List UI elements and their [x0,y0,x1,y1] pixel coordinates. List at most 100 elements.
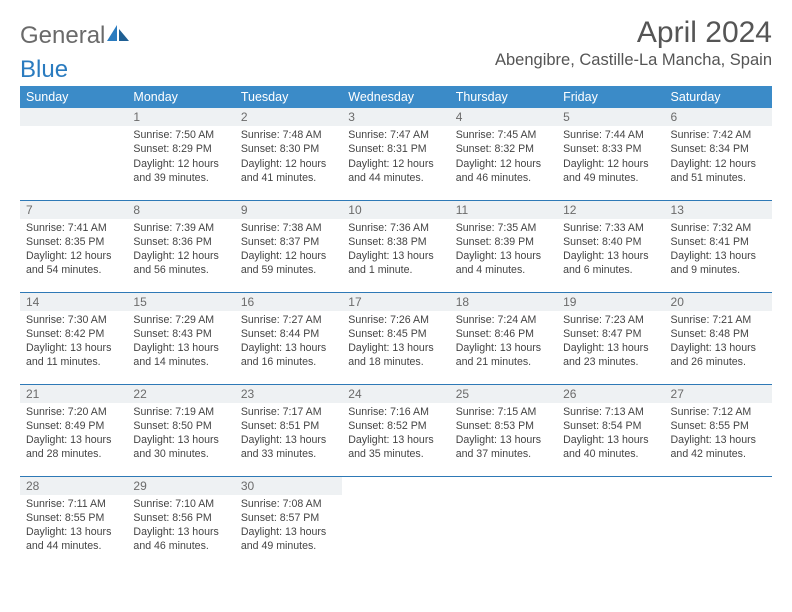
day-details: Sunrise: 7:19 AMSunset: 8:50 PMDaylight:… [127,403,234,468]
calendar-cell: 3Sunrise: 7:47 AMSunset: 8:31 PMDaylight… [342,108,449,200]
calendar-cell: 27Sunrise: 7:12 AMSunset: 8:55 PMDayligh… [665,384,772,476]
calendar-cell: 26Sunrise: 7:13 AMSunset: 8:54 PMDayligh… [557,384,664,476]
calendar-row: 1Sunrise: 7:50 AMSunset: 8:29 PMDaylight… [20,108,772,200]
day-number: 18 [450,293,557,311]
day-details: Sunrise: 7:42 AMSunset: 8:34 PMDaylight:… [665,126,772,191]
calendar-cell: 11Sunrise: 7:35 AMSunset: 8:39 PMDayligh… [450,200,557,292]
day-number: 1 [127,108,234,126]
day-number: 6 [665,108,772,126]
month-title: April 2024 [495,16,772,49]
sunset-line: Sunset: 8:34 PM [671,142,766,156]
calendar-cell: 14 Sunrise: 7:30 AMSunset: 8:42 PMDayligh… [20,292,127,384]
daylight-line: Daylight: 13 hours and 18 minutes. [348,341,443,370]
daylight-line: Daylight: 13 hours and 21 minutes. [456,341,551,370]
sunset-line: Sunset: 8:55 PM [26,511,121,525]
day-number: 12 [557,201,664,219]
day-details: Sunrise: 7:50 AMSunset: 8:29 PMDaylight:… [127,126,234,191]
day-number: 14 [20,293,127,311]
daylight-line: Daylight: 12 hours and 59 minutes. [241,249,336,278]
sunrise-line: Sunrise: 7:12 AM [671,405,766,419]
day-details: Sunrise: 7:13 AMSunset: 8:54 PMDaylight:… [557,403,664,468]
sunrise-line: Sunrise: 7:45 AM [456,128,551,142]
day-details: Sunrise: 7:24 AMSunset: 8:46 PMDaylight:… [450,311,557,376]
calendar-cell: 20Sunrise: 7:21 AMSunset: 8:48 PMDayligh… [665,292,772,384]
day-number: 26 [557,385,664,403]
calendar-row: 28Sunrise: 7:11 AMSunset: 8:55 PMDayligh… [20,476,772,568]
sunset-line: Sunset: 8:51 PM [241,419,336,433]
sunset-line: Sunset: 8:32 PM [456,142,551,156]
sunset-line: Sunset: 8:47 PM [563,327,658,341]
sunset-line: Sunset: 8:42 PM [26,327,121,341]
calendar-cell: 2Sunrise: 7:48 AMSunset: 8:30 PMDaylight… [235,108,342,200]
logo-text-2: Blue [20,56,772,84]
calendar-cell [20,108,127,200]
calendar-cell: 24Sunrise: 7:16 AMSunset: 8:52 PMDayligh… [342,384,449,476]
sunset-line: Sunset: 8:37 PM [241,235,336,249]
weekday-header: Wednesday [342,86,449,108]
daylight-line: Daylight: 12 hours and 44 minutes. [348,157,443,186]
sunset-line: Sunset: 8:44 PM [241,327,336,341]
weekday-header-row: Sunday Monday Tuesday Wednesday Thursday… [20,86,772,108]
day-number: 22 [127,385,234,403]
calendar-cell: 4Sunrise: 7:45 AMSunset: 8:32 PMDaylight… [450,108,557,200]
logo: General [20,16,129,50]
calendar-cell: 18Sunrise: 7:24 AMSunset: 8:46 PMDayligh… [450,292,557,384]
day-details: Sunrise: 7:35 AMSunset: 8:39 PMDaylight:… [450,219,557,284]
calendar-cell: 9Sunrise: 7:38 AMSunset: 8:37 PMDaylight… [235,200,342,292]
sunrise-line: Sunrise: 7:44 AM [563,128,658,142]
sunrise-line: Sunrise: 7:39 AM [133,221,228,235]
calendar-cell: 6Sunrise: 7:42 AMSunset: 8:34 PMDaylight… [665,108,772,200]
weekday-header: Friday [557,86,664,108]
sunset-line: Sunset: 8:30 PM [241,142,336,156]
calendar-table: Sunday Monday Tuesday Wednesday Thursday… [20,86,772,568]
day-details: Sunrise: 7:41 AMSunset: 8:35 PMDaylight:… [20,219,127,284]
weekday-header: Saturday [665,86,772,108]
day-number: 11 [450,201,557,219]
sunset-line: Sunset: 8:45 PM [348,327,443,341]
daylight-line: Daylight: 13 hours and 44 minutes. [26,525,121,554]
day-details: Sunrise: 7:16 AMSunset: 8:52 PMDaylight:… [342,403,449,468]
sunset-line: Sunset: 8:33 PM [563,142,658,156]
sunrise-line: Sunrise: 7:30 AM [26,313,121,327]
day-number: 27 [665,385,772,403]
daylight-line: Daylight: 12 hours and 56 minutes. [133,249,228,278]
sunrise-line: Sunrise: 7:17 AM [241,405,336,419]
sunrise-line: Sunrise: 7:10 AM [133,497,228,511]
daylight-line: Daylight: 12 hours and 54 minutes. [26,249,121,278]
calendar-cell: 19Sunrise: 7:23 AMSunset: 8:47 PMDayligh… [557,292,664,384]
sunset-line: Sunset: 8:31 PM [348,142,443,156]
day-details: Sunrise: 7:23 AMSunset: 8:47 PMDaylight:… [557,311,664,376]
sunrise-line: Sunrise: 7:24 AM [456,313,551,327]
sunrise-line: Sunrise: 7:35 AM [456,221,551,235]
calendar-cell [342,476,449,568]
day-number: 4 [450,108,557,126]
daylight-line: Daylight: 13 hours and 11 minutes. [26,341,121,370]
day-number: 3 [342,108,449,126]
daylight-line: Daylight: 13 hours and 42 minutes. [671,433,766,462]
daylight-line: Daylight: 12 hours and 49 minutes. [563,157,658,186]
sunrise-line: Sunrise: 7:26 AM [348,313,443,327]
sunrise-line: Sunrise: 7:11 AM [26,497,121,511]
day-details: Sunrise: 7:47 AMSunset: 8:31 PMDaylight:… [342,126,449,191]
daylight-line: Daylight: 13 hours and 33 minutes. [241,433,336,462]
calendar-cell: 30Sunrise: 7:08 AMSunset: 8:57 PMDayligh… [235,476,342,568]
sunset-line: Sunset: 8:29 PM [133,142,228,156]
calendar-cell: 23Sunrise: 7:17 AMSunset: 8:51 PMDayligh… [235,384,342,476]
calendar-cell: 17Sunrise: 7:26 AMSunset: 8:45 PMDayligh… [342,292,449,384]
weekday-header: Sunday [20,86,127,108]
day-details: Sunrise: 7:26 AMSunset: 8:45 PMDaylight:… [342,311,449,376]
sunset-line: Sunset: 8:48 PM [671,327,766,341]
daylight-line: Daylight: 13 hours and 49 minutes. [241,525,336,554]
day-details: Sunrise: 7:17 AMSunset: 8:51 PMDaylight:… [235,403,342,468]
sunset-line: Sunset: 8:52 PM [348,419,443,433]
day-number: 29 [127,477,234,495]
day-details: Sunrise: 7:11 AMSunset: 8:55 PMDaylight:… [20,495,127,560]
daylight-line: Daylight: 13 hours and 28 minutes. [26,433,121,462]
day-details: Sunrise: 7:29 AMSunset: 8:43 PMDaylight:… [127,311,234,376]
calendar-row: 14Sunrise: 7:30 AMSunset: 8:42 PMDayligh… [20,292,772,384]
day-number: 19 [557,293,664,311]
sunset-line: Sunset: 8:49 PM [26,419,121,433]
daylight-line: Daylight: 13 hours and 37 minutes. [456,433,551,462]
sunrise-line: Sunrise: 7:23 AM [563,313,658,327]
day-details: Sunrise: 7:10 AMSunset: 8:56 PMDaylight:… [127,495,234,560]
